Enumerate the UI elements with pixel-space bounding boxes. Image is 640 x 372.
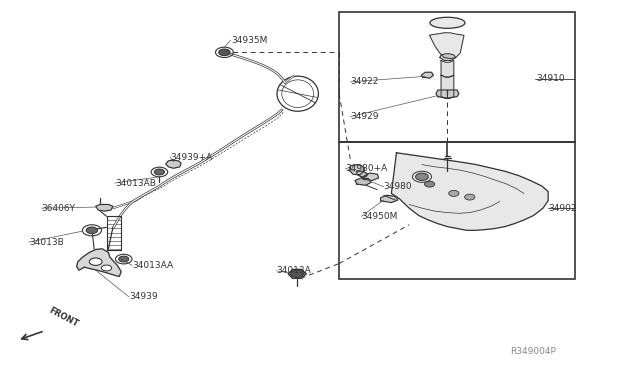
Polygon shape xyxy=(440,54,456,61)
Polygon shape xyxy=(436,90,459,98)
Text: 34929: 34929 xyxy=(351,112,379,121)
Polygon shape xyxy=(288,269,306,278)
Text: 34950M: 34950M xyxy=(362,212,398,221)
Polygon shape xyxy=(77,249,121,276)
Bar xyxy=(339,13,575,142)
Text: 34939+A: 34939+A xyxy=(170,153,212,162)
Text: FRONT: FRONT xyxy=(47,306,80,329)
Polygon shape xyxy=(364,173,379,180)
Polygon shape xyxy=(392,153,548,230)
Circle shape xyxy=(415,173,428,180)
Text: R349004P: R349004P xyxy=(510,347,556,356)
Polygon shape xyxy=(96,205,113,211)
Text: 34013AA: 34013AA xyxy=(132,261,173,270)
Circle shape xyxy=(154,169,164,175)
Text: 34902: 34902 xyxy=(548,203,577,213)
Circle shape xyxy=(219,49,230,56)
Circle shape xyxy=(86,227,98,234)
Text: 34910: 34910 xyxy=(537,74,565,83)
Polygon shape xyxy=(355,178,371,185)
Circle shape xyxy=(101,265,111,271)
Text: 34980+A: 34980+A xyxy=(346,164,388,173)
Polygon shape xyxy=(349,164,365,175)
Polygon shape xyxy=(429,33,464,59)
Text: 34922: 34922 xyxy=(351,77,379,86)
Text: 34013A: 34013A xyxy=(276,266,312,275)
Text: 34013B: 34013B xyxy=(29,238,63,247)
Circle shape xyxy=(424,181,435,187)
Circle shape xyxy=(465,194,475,200)
Circle shape xyxy=(291,270,303,278)
Polygon shape xyxy=(421,72,433,78)
Polygon shape xyxy=(166,160,181,168)
Polygon shape xyxy=(381,195,397,203)
Text: 34980: 34980 xyxy=(384,182,412,191)
Polygon shape xyxy=(357,171,368,177)
Circle shape xyxy=(90,258,102,265)
Polygon shape xyxy=(441,61,454,77)
Text: 34935M: 34935M xyxy=(231,36,267,45)
Polygon shape xyxy=(441,75,454,99)
Circle shape xyxy=(449,190,459,196)
Text: 34939: 34939 xyxy=(129,292,157,301)
Bar xyxy=(339,142,575,279)
Circle shape xyxy=(118,256,129,262)
Ellipse shape xyxy=(430,17,465,28)
Text: 34013AB: 34013AB xyxy=(115,179,156,187)
Text: 36406Y: 36406Y xyxy=(42,203,76,213)
